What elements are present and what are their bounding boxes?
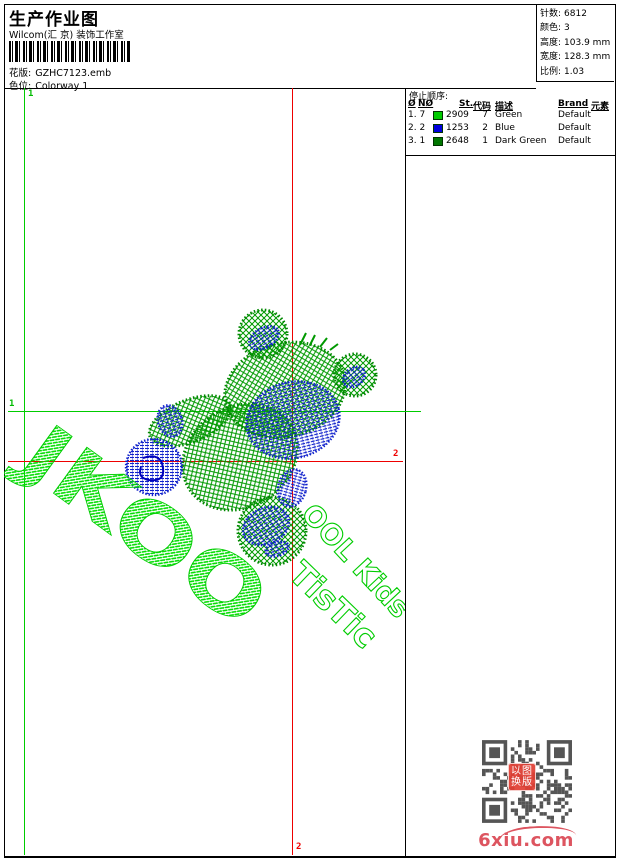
header-left: 生产作业图 Wilcom(汇 京) 装饰工作室 花版: GZHC7123.emb … (5, 5, 536, 92)
colors-label: 颜色: (540, 23, 562, 34)
col-header-desc: 描述 (495, 102, 514, 112)
scale-row: 比例: 1.03 (540, 65, 614, 79)
page-border (4, 4, 616, 858)
bear-paw-swirl (139, 455, 165, 482)
design-stats-box: 针数: 6812 颜色: 3 高度: 103.9 mm 宽度: 128.3 mm 比例:… (536, 5, 614, 82)
colorway-row: 色位: Colorway 1 (9, 78, 92, 92)
barcode (9, 41, 130, 62)
color-swatch (433, 137, 443, 146)
width-row: 宽度: 128.3 mm (540, 50, 614, 64)
stamp-text-row2: 换版 (511, 777, 533, 788)
st-cell: 2909 (446, 110, 469, 120)
st-cell: 2648 (446, 136, 469, 146)
desc-cell: Green (495, 110, 523, 120)
guide1-label-top: 1 (28, 89, 34, 99)
width-value: 128.3 mm (564, 52, 611, 63)
scale-value: 1.03 (564, 66, 585, 77)
design-file-row: 花版: GZHC7123.emb (9, 65, 115, 79)
bear-muzzle (245, 380, 341, 460)
guide2-label-bottom: 2 (296, 842, 302, 852)
col-header-code: 代码 (473, 102, 492, 112)
col-header-no: NØ (418, 99, 434, 109)
bear-left-inner-ear (248, 325, 280, 351)
brand-cell: Default (558, 136, 591, 146)
seq-cell: 2. 2 (408, 123, 426, 133)
brand-cell: Default (558, 110, 591, 120)
guide2-label-right: 2 (393, 449, 399, 459)
bear-right-paw (276, 468, 308, 508)
page-title: 生产作业图 (9, 10, 99, 30)
bear-foot-pad (241, 505, 291, 547)
bear-left-paw (124, 437, 184, 497)
height-value: 103.9 mm (564, 37, 611, 48)
green-guide-vertical (24, 88, 25, 855)
stamp-text-row1: 以图 (511, 766, 533, 777)
code-cell: 7 (482, 110, 488, 120)
brand-cell: Default (558, 123, 591, 133)
col-header-brand: Brand (558, 99, 589, 109)
bear-right-inner-ear (341, 365, 367, 389)
stitches-label: 针数: (540, 9, 562, 19)
desc-cell: Blue (495, 123, 515, 133)
stop-sequence-table: 停止顺序: Ø NØ St. 代码 描述 Brand 元素 1. 7 2909 … (406, 88, 616, 156)
colorway-value: Colorway 1 (35, 81, 89, 92)
col-header-st: St. (459, 99, 474, 109)
watermark-text: 6xiu.com (478, 830, 574, 851)
code-cell: 2 (482, 123, 488, 133)
color-swatch (433, 111, 443, 120)
bear-fur-tufts (299, 332, 339, 351)
design-file-value: GZHC7123.emb (35, 68, 112, 79)
red-stamp: 以图 换版 (508, 763, 536, 791)
right-panel-divider (405, 88, 406, 856)
height-label: 高度: (540, 37, 562, 48)
height-row: 高度: 103.9 mm (540, 36, 614, 50)
stop-sequence-title: 停止顺序: (409, 92, 449, 102)
guide1-label-left: 1 (9, 399, 15, 409)
teddy-bear-blue-parts (124, 325, 367, 558)
qr-code (482, 740, 572, 823)
code-cell: 1 (482, 136, 488, 146)
col-header-hash: Ø (408, 99, 416, 109)
bear-foot-toe (264, 540, 290, 558)
design-file-label: 花版: (9, 68, 32, 79)
col-header-elem: 元素 (591, 102, 610, 112)
color-swatch (433, 124, 443, 133)
width-label: 宽度: (540, 52, 562, 63)
colorway-label: 色位: (9, 81, 32, 92)
st-cell: 1253 (446, 123, 469, 133)
stitches-value: 6812 (564, 9, 587, 19)
seq-cell: 3. 1 (408, 136, 426, 146)
stitches-row: 针数: 6812 (540, 7, 614, 21)
scale-label: 比例: (540, 66, 562, 77)
colors-row: 颜色: 3 (540, 21, 614, 35)
bear-shoulder-patch (156, 404, 184, 438)
seq-cell: 1. 7 (408, 110, 426, 120)
colors-value: 3 (564, 23, 570, 34)
studio-name: Wilcom(汇 京) 装饰工作室 (9, 30, 124, 41)
embroidery-design-preview: JKOO OOL Kids TisTic (4, 308, 405, 657)
desc-cell: Dark Green (495, 136, 547, 146)
